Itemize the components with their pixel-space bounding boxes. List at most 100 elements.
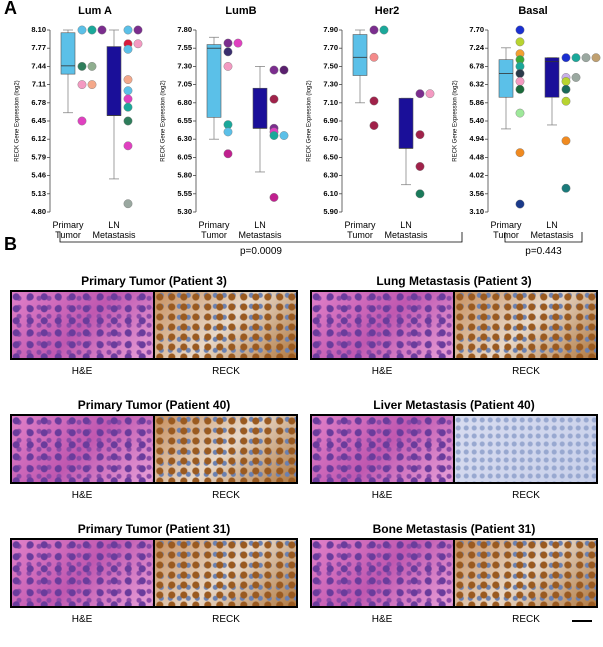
reck-image (153, 416, 296, 482)
stain-label: RECK (212, 366, 240, 377)
data-point (123, 141, 133, 151)
data-point (123, 25, 133, 35)
y-tick-label: 5.86 (469, 98, 484, 107)
category-label: Primary Tumor (344, 220, 376, 240)
histology-images (10, 414, 298, 484)
data-point (279, 65, 289, 75)
panel-label: A (4, 0, 17, 18)
reck-image (153, 540, 296, 606)
y-tick-label: 4.80 (31, 207, 46, 216)
y-tick-label: 6.10 (323, 189, 338, 198)
y-tick-label: 6.90 (323, 116, 338, 125)
y-tick-label: 5.80 (177, 171, 192, 180)
data-point (561, 96, 571, 106)
data-point (123, 116, 133, 126)
data-point (515, 199, 525, 209)
data-point (279, 131, 289, 140)
he-image (312, 416, 453, 482)
data-point (571, 53, 581, 63)
histology-title: Primary Tumor (Patient 3) (81, 274, 227, 288)
histology-images (310, 538, 598, 608)
he-image (312, 540, 453, 606)
y-tick-label: 7.70 (469, 25, 484, 34)
bracket (504, 232, 583, 243)
p-value: p=0.0009 (240, 246, 282, 257)
box (544, 57, 560, 98)
data-point (561, 53, 571, 63)
y-tick-label: 6.55 (177, 116, 192, 125)
data-point (415, 130, 425, 140)
data-point (571, 73, 581, 82)
data-point (425, 89, 435, 99)
y-tick-label: 5.55 (177, 189, 192, 198)
y-tick-label: 6.70 (323, 134, 338, 143)
y-tick-label: 3.56 (469, 189, 484, 198)
y-tick-label: 6.05 (177, 152, 192, 161)
data-point (561, 136, 571, 146)
data-point (123, 75, 133, 85)
histology-images (10, 290, 298, 360)
data-point (269, 65, 279, 75)
box (106, 46, 122, 116)
stain-label: H&E (71, 490, 93, 501)
data-point (233, 38, 243, 48)
y-axis-label: RECK Gene Expression (log2) (15, 80, 21, 161)
y-tick-label: 7.24 (469, 43, 484, 52)
data-point (415, 162, 425, 171)
stain-label: H&E (71, 614, 93, 625)
box (252, 87, 268, 129)
y-axis-label: RECK Gene Expression (log2) (161, 80, 167, 161)
data-point (133, 25, 143, 35)
data-point (415, 189, 425, 199)
y-tick-label: 7.90 (323, 25, 338, 34)
data-point (269, 94, 279, 104)
y-tick-label: 7.44 (31, 61, 46, 70)
data-point (87, 80, 97, 90)
data-point (369, 96, 379, 106)
y-tick-label: 7.10 (323, 98, 338, 107)
data-point (223, 47, 233, 57)
data-point (369, 121, 379, 130)
data-point (223, 38, 233, 48)
he-image (312, 292, 453, 358)
data-point (515, 84, 525, 94)
chart-title: Her2 (375, 5, 399, 17)
p-value: p=0.443 (525, 246, 562, 257)
data-point (515, 25, 525, 35)
y-tick-label: 7.55 (177, 43, 192, 52)
y-tick-label: 6.45 (31, 116, 46, 125)
data-point (369, 52, 379, 62)
stain-label: H&E (71, 366, 93, 377)
category-label: LN Metastasis (384, 220, 428, 240)
panel-label: B (4, 234, 17, 254)
stain-label: H&E (371, 366, 393, 377)
histology-title: Primary Tumor (Patient 31) (77, 522, 231, 536)
box (498, 59, 514, 98)
data-point (581, 53, 591, 63)
data-point (561, 183, 571, 193)
y-tick-label: 3.10 (469, 207, 484, 216)
data-point (561, 84, 571, 94)
data-point (223, 127, 233, 137)
category-label: LN Metastasis (92, 220, 136, 240)
y-tick-label: 5.90 (323, 207, 338, 216)
y-tick-label: 4.48 (469, 152, 484, 161)
y-axis-label: RECK Gene Expression (log2) (453, 80, 459, 161)
data-point (87, 62, 97, 71)
y-tick-label: 6.12 (31, 134, 46, 143)
histology-title: Lung Metastasis (Patient 3) (376, 274, 532, 288)
y-tick-label: 8.10 (31, 25, 46, 34)
box (352, 34, 368, 76)
data-point (515, 37, 525, 47)
data-point (515, 77, 525, 86)
y-tick-label: 7.80 (177, 25, 192, 34)
y-tick-label: 5.46 (31, 171, 46, 180)
data-point (133, 39, 143, 49)
y-tick-label: 7.77 (31, 43, 46, 52)
histology-title: Primary Tumor (Patient 40) (77, 398, 231, 412)
histology-title: Bone Metastasis (Patient 31) (372, 522, 536, 536)
stain-label: RECK (512, 614, 540, 625)
data-point (223, 62, 233, 71)
category-label: LN Metastasis (238, 220, 282, 240)
